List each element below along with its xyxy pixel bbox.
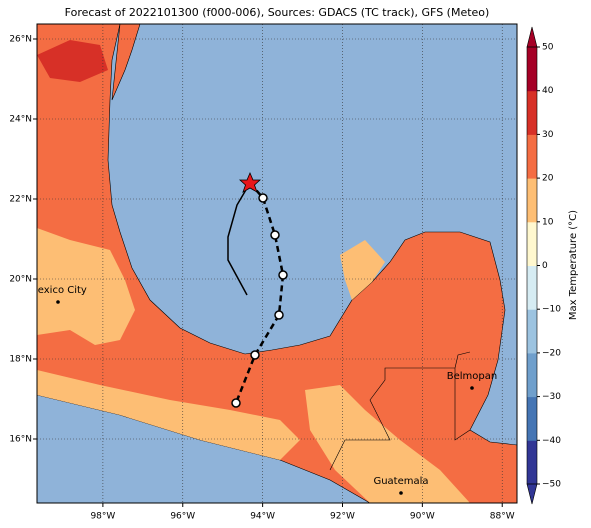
track-past <box>227 182 251 296</box>
mild-region <box>37 228 135 345</box>
city-label: Mexico City <box>29 285 87 296</box>
city-marker <box>56 300 60 304</box>
lon-tick-label: 88°W <box>490 512 515 522</box>
lon-tick-label: 96°W <box>170 512 195 522</box>
colorbar-label: Max Temperature (°C) <box>568 210 579 320</box>
colorbar-band <box>527 440 537 485</box>
city-marker <box>399 491 403 495</box>
land <box>37 24 517 503</box>
lon-tick-label: 98°W <box>90 512 115 522</box>
city-label: Belmopan <box>447 371 497 382</box>
colorbar-band <box>527 178 537 223</box>
colorbar-tick-label: 40 <box>542 86 554 96</box>
map-title: Forecast of 2022101300 (f000-006), Sourc… <box>65 6 490 19</box>
colorbar-tick-label: 50 <box>542 43 554 53</box>
track-point <box>278 270 288 280</box>
track-point <box>270 230 280 240</box>
lat-tick-label: 22°N <box>9 195 32 205</box>
lat-tick-label: 18°N <box>9 355 32 365</box>
storm-position <box>238 171 262 193</box>
colorbar-band <box>527 309 537 354</box>
colorbar-tick-label: 20 <box>542 174 554 184</box>
mild-coast <box>37 370 300 460</box>
city-marker <box>470 386 474 390</box>
colorbar-tick-label: −20 <box>542 348 561 358</box>
track-points <box>231 193 288 408</box>
grid <box>37 24 517 503</box>
colorbar-band <box>527 90 537 135</box>
track-point <box>231 398 241 408</box>
colorbar-tick-label: −50 <box>542 480 561 490</box>
map-frame <box>36 23 518 504</box>
mild-yucatan <box>340 240 385 300</box>
colorbar-tick-label: 30 <box>542 130 554 140</box>
mild-highland <box>305 385 470 503</box>
colorbar-tick-label: 10 <box>542 217 554 227</box>
colorbar-band <box>527 352 537 398</box>
track-point <box>274 310 284 320</box>
lon-tick-label: 92°W <box>330 512 355 522</box>
lat-tick-label: 26°N <box>9 35 32 45</box>
border <box>329 351 471 471</box>
warm-region <box>37 40 108 82</box>
colorbar-arrow-top <box>526 26 538 48</box>
lat-tick-label: 20°N <box>9 275 32 285</box>
colorbar-tick-label: −10 <box>542 305 561 315</box>
colorbar-tick-label: −30 <box>542 392 561 402</box>
colorbar-band <box>527 396 537 441</box>
texas-coast <box>111 24 141 101</box>
colorbar-band <box>527 265 537 310</box>
colorbar-tick-label: 0 <box>542 261 548 271</box>
map-area: Mexico City Belmopan Guatemala <box>29 24 517 503</box>
lat-tick-label: 24°N <box>9 115 32 125</box>
colorbar-band <box>527 47 537 92</box>
lon-tick-label: 90°W <box>410 512 435 522</box>
colorbar-tick-label: −40 <box>542 436 561 446</box>
colorbar-band <box>527 221 537 266</box>
colorbar-band <box>527 134 537 179</box>
city-label: Guatemala <box>373 476 428 487</box>
track-point <box>250 350 260 360</box>
lon-tick-label: 94°W <box>250 512 275 522</box>
colorbar-arrow-bottom <box>526 483 538 505</box>
lat-tick-label: 16°N <box>9 435 32 445</box>
track-point <box>258 193 268 203</box>
